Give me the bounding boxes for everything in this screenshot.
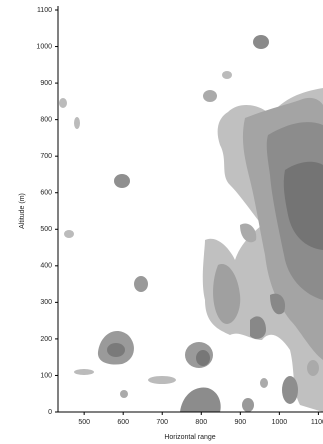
y-tick-label: 300 <box>40 299 52 306</box>
x-tick-label: 500 <box>78 419 90 426</box>
x-tick-label: 1100 <box>311 419 323 426</box>
x-tick-label: 600 <box>117 419 129 426</box>
y-tick-label: 700 <box>40 153 52 160</box>
y-tick-label: 400 <box>40 263 52 270</box>
x-tick-label: 900 <box>234 419 246 426</box>
y-tick-label: 0 <box>48 409 52 416</box>
y-tick-label: 1000 <box>36 43 52 50</box>
y-tick-label: 1100 <box>37 7 52 14</box>
y-tick-label: 200 <box>40 336 52 343</box>
y-tick-label: 800 <box>40 116 52 123</box>
y-tick-label: 900 <box>40 80 52 87</box>
y-tick-label: 600 <box>40 190 52 197</box>
x-axis-label: Horizontal range <box>164 434 215 441</box>
x-tick-label: 1000 <box>272 419 288 426</box>
y-tick-label: 500 <box>40 226 52 233</box>
x-tick-label: 800 <box>195 419 207 426</box>
y-tick-label: 100 <box>40 372 52 379</box>
y-axis-label: Altitude (m) <box>19 193 26 229</box>
x-tick-label: 700 <box>156 419 168 426</box>
contour-field <box>59 35 323 412</box>
